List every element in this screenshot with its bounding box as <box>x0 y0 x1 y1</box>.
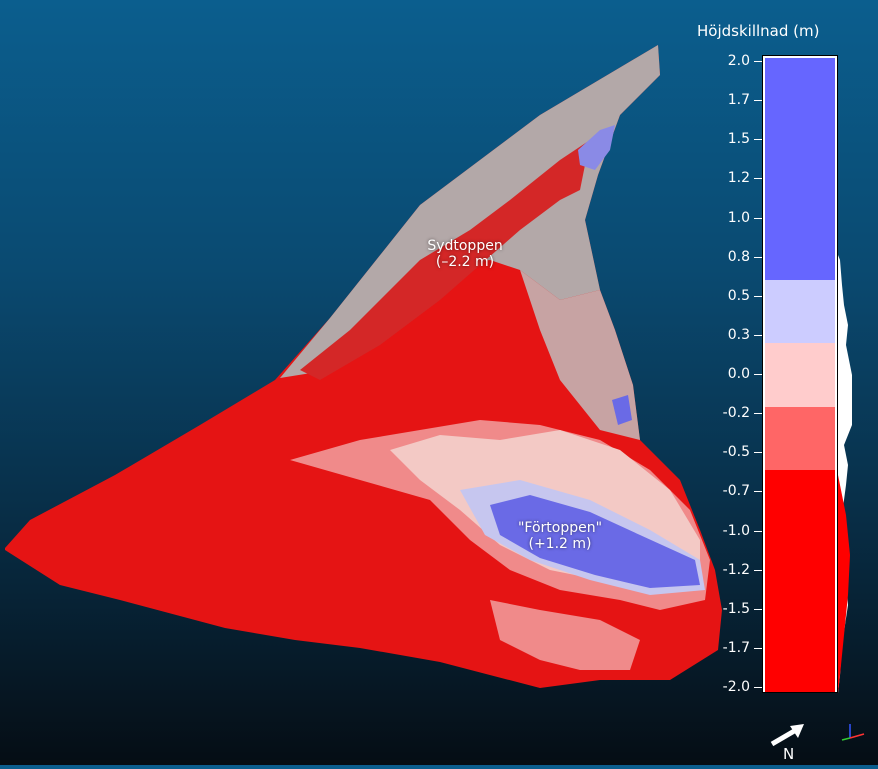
scalebar-tick-label: -2.0 <box>722 679 750 695</box>
scalebar-tick-mark <box>754 569 762 571</box>
mesh-right-blue <box>612 395 632 425</box>
scalebar-tick-mark <box>754 295 762 297</box>
mesh-ridge <box>280 45 660 378</box>
scalebar-tick-mark <box>754 256 762 258</box>
scalebar-tick-label: -0.2 <box>722 405 750 422</box>
scalebar-tick-label: 0.8 <box>727 248 750 265</box>
scalebar-tick-label: -1.0 <box>722 522 750 539</box>
scalebar-tick-mark <box>754 178 762 180</box>
mesh-ridge-blue <box>578 125 615 170</box>
scalebar-tick-label: 1.5 <box>727 131 750 148</box>
scalebar-title: Höjdskillnad (m) <box>697 22 820 40</box>
scalebar-tick-mark <box>754 61 762 62</box>
scalebar-band <box>765 406 835 471</box>
north-arrow-icon <box>770 724 804 747</box>
scalebar-tick-label: 1.0 <box>727 209 750 226</box>
scalebar-tick-mark <box>754 452 762 454</box>
scalebar-tick-mark <box>754 217 762 219</box>
scalebar-tick-label: 1.7 <box>727 92 750 109</box>
scalebar-tick-mark <box>754 647 762 649</box>
scalebar-tick-mark <box>754 608 762 610</box>
axes-gizmo-icon <box>841 724 865 741</box>
scalebar-tick-label: 0.0 <box>727 366 750 382</box>
scalebar-tick-mark <box>754 334 762 336</box>
scalebar-tick-label: 0.3 <box>727 326 750 343</box>
north-label: N <box>783 745 795 763</box>
scalebar-tick-label: 2.0 <box>727 53 750 69</box>
fore-summit-label: "Förtoppen" (+1.2 m) <box>505 520 615 552</box>
scalebar-band <box>765 470 835 692</box>
color-scalebar <box>762 55 838 693</box>
scalebar-histogram <box>838 255 852 693</box>
scalebar-tick-mark <box>754 491 762 493</box>
fore-summit-name: "Förtoppen" <box>517 520 603 536</box>
scalebar-tick-label: -1.7 <box>722 639 750 656</box>
south-summit-value: (–2.2 m) <box>435 254 495 270</box>
scalebar-tick-mark <box>754 374 762 375</box>
scalebar-tick-label: -1.5 <box>722 600 750 617</box>
scalebar-tick-mark <box>754 100 762 102</box>
mesh-lower-patch <box>490 600 640 670</box>
mesh-blue-zone <box>490 495 700 588</box>
scalebar-tick-mark <box>754 530 762 532</box>
scalebar-tick-label: -0.5 <box>722 444 750 461</box>
scalebar-tick-label: 0.5 <box>727 287 750 304</box>
mesh-ridge-red <box>300 140 590 380</box>
scalebar-tick-label: 1.2 <box>727 170 750 187</box>
fore-summit-value: (+1.2 m) <box>528 536 592 552</box>
south-summit-label: Sydtoppen (–2.2 m) <box>410 238 520 270</box>
scalebar-tick-mark <box>754 687 762 688</box>
scalebar-tick-label: -0.7 <box>722 483 750 500</box>
scalebar-band <box>765 343 835 407</box>
scalebar-tick-mark <box>754 413 762 415</box>
scalebar-tick-mark <box>754 139 762 141</box>
scalebar-tick-label: -1.2 <box>722 561 750 578</box>
mesh-right-flank <box>520 270 640 440</box>
scalebar-band <box>765 279 835 344</box>
south-summit-name: Sydtoppen <box>427 238 503 254</box>
scalebar-band <box>765 58 835 280</box>
